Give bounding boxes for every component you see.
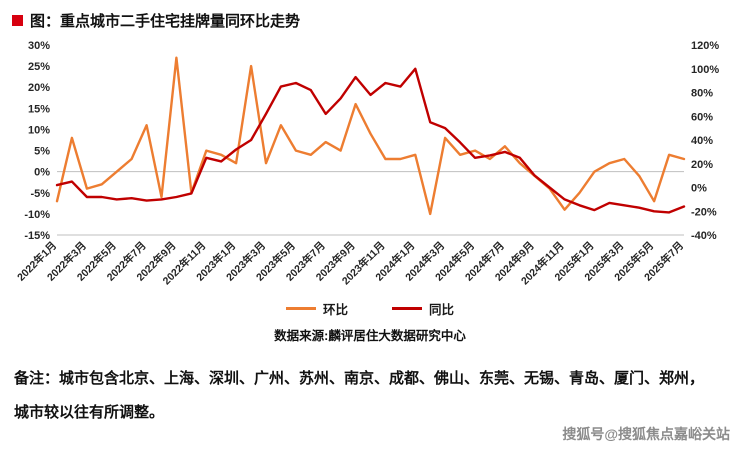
data-source: 数据来源:麟评居住大数据研究中心 bbox=[274, 329, 466, 343]
watermark: 搜狐号@搜狐焦点嘉峪关站 bbox=[562, 426, 730, 442]
yoy-line-swatch-icon bbox=[392, 307, 422, 310]
line-chart: 30% 25% 20% 15% 10% 5% 0% -5% -10% -15% 120% 100% 80… bbox=[14, 40, 719, 287]
note-line-2: 城市较以往有所调整。 bbox=[14, 403, 165, 421]
series-yoy-line bbox=[55, 67, 686, 214]
right-axis-tick: 60% bbox=[691, 111, 713, 123]
right-axis-tick: 20% bbox=[691, 159, 713, 171]
left-axis-tick: -15% bbox=[24, 230, 50, 242]
left-axis-tick: 0% bbox=[34, 167, 50, 179]
right-axis-tick: -40% bbox=[691, 230, 717, 242]
note-line-1: 备注：城市包含北京、上海、深圳、广州、苏州、南京、成都、佛山、东莞、无锡、青岛、… bbox=[14, 370, 705, 387]
legend-item-yoy: 同比 bbox=[392, 299, 454, 318]
left-axis-tick: -5% bbox=[30, 188, 50, 200]
left-axis-tick: -10% bbox=[24, 209, 50, 221]
left-axis-tick: 25% bbox=[28, 61, 50, 73]
left-axis-tick: 30% bbox=[28, 40, 50, 52]
note-block: 备注：城市包含北京、上海、深圳、广州、苏州、南京、成都、佛山、东莞、无锡、青岛、… bbox=[14, 362, 726, 430]
right-axis-tick: 0% bbox=[691, 183, 707, 195]
right-axis-tick: 40% bbox=[691, 135, 713, 147]
legend-label-mom: 环比 bbox=[322, 303, 348, 317]
series-mom-line bbox=[55, 56, 686, 216]
legend-item-mom: 环比 bbox=[285, 299, 348, 318]
left-axis-tick: 10% bbox=[28, 124, 50, 136]
title-bullet-icon bbox=[12, 15, 23, 26]
chart-legend: 环比 同比 bbox=[0, 299, 740, 318]
chart-title-row: 图：重点城市二手住宅挂牌量同环比走势 bbox=[0, 0, 740, 31]
mom-line-swatch-icon bbox=[285, 307, 316, 310]
right-axis-tick: 100% bbox=[691, 64, 719, 76]
left-axis-tick: 20% bbox=[28, 82, 50, 94]
right-axis-tick: 120% bbox=[691, 40, 719, 52]
left-axis-tick: 15% bbox=[28, 103, 50, 115]
right-axis-tick: 80% bbox=[691, 88, 713, 100]
left-axis-tick: 5% bbox=[34, 146, 50, 158]
right-axis-tick: -20% bbox=[691, 206, 717, 218]
legend-label-yoy: 同比 bbox=[429, 303, 455, 317]
chart-title: 图：重点城市二手住宅挂牌量同环比走势 bbox=[30, 13, 301, 30]
